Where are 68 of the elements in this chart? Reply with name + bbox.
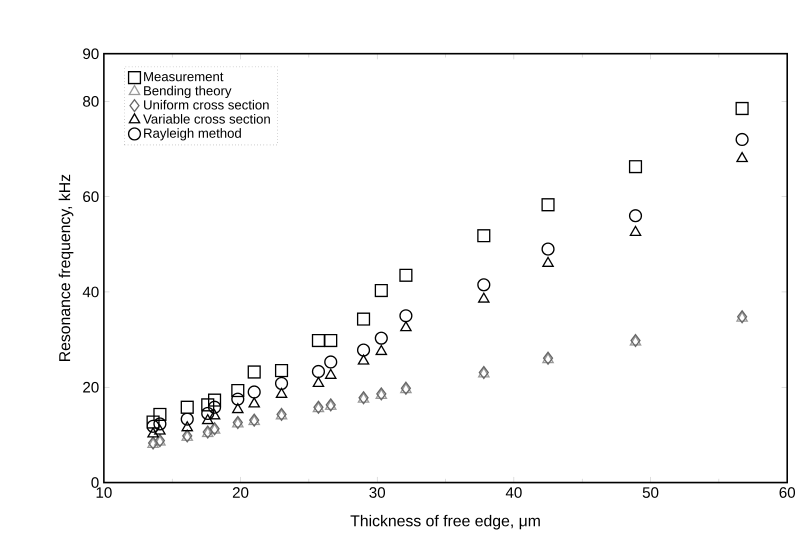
legend-label: Variable cross section — [143, 114, 270, 124]
point — [324, 334, 338, 348]
point — [399, 268, 412, 282]
y-tick-label: 60 — [83, 191, 99, 202]
point — [201, 398, 214, 412]
point — [542, 256, 554, 268]
point — [153, 417, 166, 431]
x-tick-label: 30 — [369, 487, 386, 498]
point — [358, 354, 370, 365]
point — [478, 292, 490, 303]
point — [628, 160, 642, 174]
point — [248, 365, 261, 379]
point — [248, 385, 261, 399]
point — [201, 406, 214, 420]
point — [399, 309, 412, 322]
legend-label: Measurement — [144, 72, 224, 82]
legend-label: Rayleigh method — [144, 128, 241, 140]
point — [376, 344, 388, 356]
point — [208, 409, 220, 420]
point — [736, 102, 749, 116]
legend-label: Bending theory — [144, 86, 232, 98]
y-tick-label: 80 — [83, 96, 99, 107]
point — [312, 334, 326, 348]
point — [312, 364, 326, 378]
point — [541, 242, 555, 256]
x-tick-label: 50 — [642, 487, 658, 498]
x-axis-title: Thickness of free edge, μm — [350, 514, 540, 530]
point — [153, 408, 166, 422]
point — [208, 394, 222, 407]
point — [477, 278, 490, 292]
point — [541, 198, 555, 212]
point — [324, 355, 338, 369]
point — [231, 384, 244, 398]
point — [312, 376, 324, 388]
y-tick-label: 40 — [82, 286, 99, 298]
point — [180, 412, 194, 426]
x-tick-label: 20 — [232, 487, 248, 498]
point — [274, 376, 288, 390]
point — [324, 368, 337, 379]
point — [628, 209, 642, 222]
point — [274, 364, 288, 378]
point — [477, 229, 490, 242]
point — [147, 427, 159, 438]
point — [276, 388, 288, 398]
point — [180, 400, 194, 414]
y-axis-title: Resonance frequency, kHz — [58, 174, 74, 362]
point — [208, 400, 222, 414]
point — [231, 392, 244, 406]
point — [736, 132, 749, 146]
legend-label: Uniform cross section — [144, 100, 269, 110]
point — [181, 421, 194, 432]
point — [736, 152, 748, 162]
point — [630, 226, 642, 236]
point — [146, 415, 160, 429]
y-tick-label: 90 — [83, 48, 99, 60]
point — [232, 403, 244, 414]
x-tick-label: 10 — [96, 487, 112, 498]
point — [374, 284, 388, 298]
x-tick-label: 40 — [506, 487, 522, 498]
y-tick-label: 20 — [83, 382, 99, 393]
point — [374, 332, 388, 345]
x-tick-label: 60 — [780, 487, 796, 498]
y-tick-label: 0 — [91, 477, 99, 488]
point — [202, 414, 214, 424]
point — [356, 312, 370, 326]
point — [248, 397, 260, 408]
point — [356, 344, 370, 357]
point — [400, 321, 412, 332]
